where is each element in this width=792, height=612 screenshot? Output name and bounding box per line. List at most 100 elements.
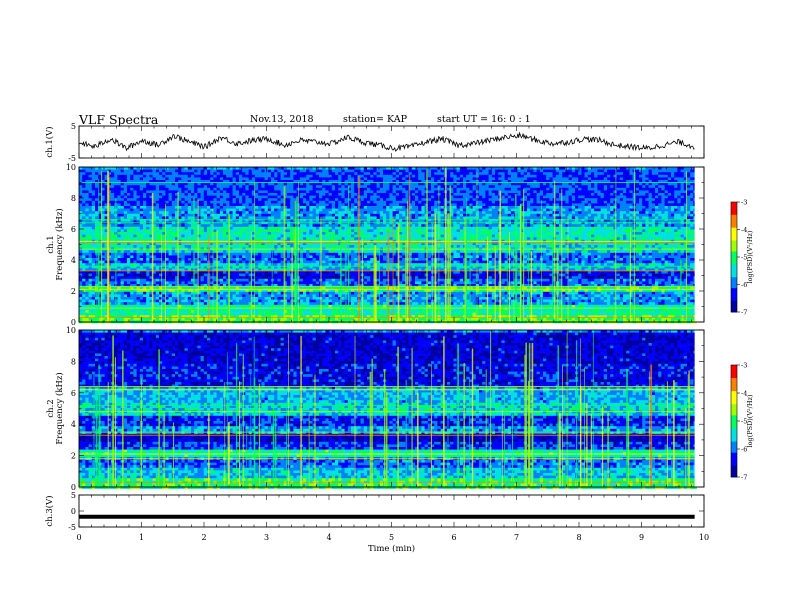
spectrogram-cell <box>277 200 281 204</box>
spectrogram-cell <box>98 185 102 189</box>
spectrogram-cell <box>315 198 320 202</box>
spectrogram-cell <box>338 167 342 170</box>
spectrogram-cell <box>117 226 121 230</box>
spectrogram-cell <box>315 294 320 298</box>
spectrogram-cell <box>187 273 192 277</box>
spectrogram-cell <box>203 294 208 298</box>
spectrogram-cell <box>219 255 224 259</box>
spectrogram-cell <box>82 172 86 176</box>
spectrogram-cell <box>162 291 166 295</box>
spectrogram-cell <box>315 193 320 196</box>
spectrogram-cell <box>290 213 294 217</box>
spectrogram-cell <box>120 237 125 241</box>
spectrogram-cell <box>111 198 115 202</box>
spectrogram-cell <box>264 177 269 181</box>
spectrogram-cell <box>223 224 227 228</box>
spectrogram-cell <box>191 237 195 241</box>
spectrogram-cell <box>216 304 221 308</box>
spectrogram-cell <box>178 297 182 300</box>
spectrogram-cell <box>303 206 307 209</box>
spectrogram-cell <box>312 297 317 300</box>
spectrogram-cell <box>328 187 333 191</box>
spectrogram-cell <box>130 304 134 308</box>
spectrogram-cell <box>197 177 201 181</box>
spectrogram-cell <box>120 286 125 290</box>
spectrogram-cell <box>88 177 93 181</box>
spectrogram-cell <box>79 232 83 235</box>
spectrogram-cell <box>274 169 278 173</box>
spectrogram-cell <box>296 169 301 173</box>
spectrogram-cell <box>91 229 96 233</box>
spectrogram-cell <box>210 304 214 308</box>
spectrogram-cell <box>200 268 205 272</box>
spectrogram-cell <box>191 187 195 191</box>
spectrogram-cell <box>213 286 217 290</box>
spectrogram-cell <box>242 195 246 199</box>
spectrogram-cell <box>271 250 275 254</box>
spectrogram-cell <box>136 310 141 313</box>
spectrogram-cell <box>312 200 317 204</box>
spectrogram-cell <box>175 297 179 300</box>
spectrogram-cell <box>111 265 115 269</box>
spectrogram-cell <box>293 190 297 194</box>
spectrogram-cell <box>258 200 262 204</box>
spectrogram-cell <box>251 286 256 290</box>
spectrogram-cell <box>136 307 141 311</box>
spectrogram-cell <box>271 172 275 176</box>
spectrogram-cell <box>143 310 147 313</box>
spectrogram-cell <box>258 276 262 280</box>
spectrogram-cell <box>245 286 249 290</box>
spectrogram-cell <box>184 216 189 220</box>
spectrogram-cell <box>91 245 96 248</box>
spectrogram-cell <box>271 299 275 303</box>
spectrogram-cell <box>111 203 115 207</box>
spectrogram-cell <box>274 232 278 235</box>
spectrogram-cell <box>235 278 240 282</box>
spectrogram-cell <box>139 213 144 217</box>
spectrogram-cell <box>165 250 169 254</box>
spectrogram-cell <box>171 224 176 228</box>
spectrogram-cell <box>242 219 246 222</box>
spectrogram-cell <box>274 224 278 228</box>
spectrogram-cell <box>162 255 166 259</box>
spectrogram-cell <box>322 263 326 267</box>
spectrogram-cell <box>120 294 125 298</box>
spectrogram-cell <box>127 302 131 306</box>
spectrogram-cell <box>101 219 105 222</box>
spectrogram-cell <box>200 237 205 241</box>
spectrogram-cell <box>171 294 176 298</box>
spectrogram-cell <box>130 172 134 176</box>
spectrogram-cell <box>325 245 329 248</box>
spectrogram-cell <box>187 315 192 319</box>
spectrogram-cell <box>191 271 195 274</box>
spectrogram-cell <box>194 232 198 235</box>
spectrogram-cell <box>261 315 265 319</box>
spectrogram-cell <box>210 258 214 261</box>
spectrogram-cell <box>219 190 224 194</box>
spectrogram-cell <box>79 200 83 204</box>
spectrogram-cell <box>251 232 256 235</box>
spectrogram-cell <box>143 286 147 290</box>
spectrogram-cell <box>197 169 201 173</box>
spectrogram-cell <box>127 242 131 246</box>
spectrogram-cell <box>274 206 278 209</box>
spectrogram-cell <box>239 234 243 238</box>
spectrogram-cell <box>319 172 323 176</box>
spectrogram-cell <box>191 310 195 313</box>
spectrogram-cell <box>239 180 243 183</box>
spectrogram-cell <box>165 289 169 293</box>
spectrogram-cell <box>98 252 102 256</box>
spectrogram-cell <box>315 169 320 173</box>
spectrogram-cell <box>194 260 198 264</box>
spectrogram-cell <box>235 310 240 313</box>
spectrogram-cell <box>95 219 99 222</box>
spectrogram-cell <box>207 213 211 217</box>
spectrogram-cell <box>114 172 118 176</box>
spectrogram-cell <box>178 232 182 235</box>
spectrogram-cell <box>152 187 157 191</box>
spectrogram-cell <box>335 245 339 248</box>
spectrogram-cell <box>280 278 285 282</box>
spectrogram-cell <box>168 284 173 287</box>
spectrogram-cell <box>287 299 291 303</box>
spectrogram-cell <box>271 203 275 207</box>
